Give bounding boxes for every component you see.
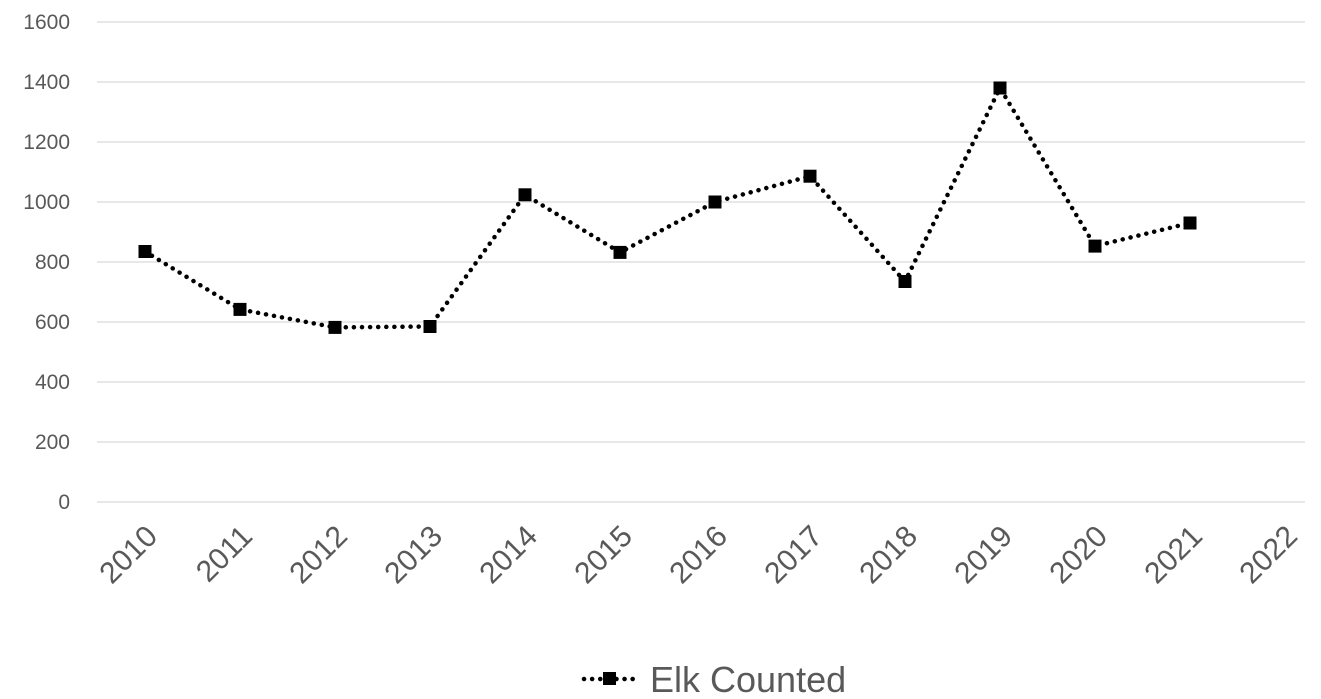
y-tick-label: 400 <box>35 371 70 394</box>
data-point-marker <box>898 275 912 288</box>
gridlines <box>97 21 1305 503</box>
x-tick-label: 2010 <box>93 520 164 591</box>
x-tick-label: 2015 <box>568 520 639 591</box>
x-tick-label: 2022 <box>1233 520 1304 591</box>
x-tick-label: 2016 <box>663 520 734 591</box>
y-tick-label: 1400 <box>23 71 70 94</box>
legend-marker-swatch <box>603 672 616 685</box>
data-point-marker <box>1088 239 1102 253</box>
y-tick-label: 200 <box>35 431 70 454</box>
data-point-marker <box>423 320 437 333</box>
x-tick-label: 2018 <box>853 520 924 591</box>
data-point-marker <box>138 245 152 258</box>
x-tick-label: 2020 <box>1043 520 1114 591</box>
x-axis: 2010 2011 2012 2013 2014 2015 2016 2017 2018 2019… <box>93 520 1304 591</box>
y-tick-label: 600 <box>35 311 70 334</box>
y-tick-label: 0 <box>58 491 70 514</box>
x-tick-label: 2012 <box>283 520 354 591</box>
data-point-marker <box>233 302 247 316</box>
data-point-marker <box>518 188 532 202</box>
legend-label: Elk Counted <box>650 659 846 699</box>
x-tick-label: 2019 <box>948 520 1019 591</box>
data-point-marker <box>613 245 627 259</box>
x-tick-label: 2013 <box>378 520 449 591</box>
x-tick-label: 2011 <box>190 520 259 589</box>
series-line <box>142 85 1193 330</box>
data-point-marker <box>803 169 817 183</box>
x-tick-label: 2014 <box>473 520 544 591</box>
y-tick-label: 1000 <box>23 191 70 214</box>
data-point-marker <box>328 320 342 334</box>
x-tick-label: 2017 <box>758 520 829 591</box>
legend: Elk Counted <box>581 659 846 699</box>
series-elk-counted <box>138 81 1197 334</box>
y-tick-label: 1600 <box>23 11 70 34</box>
x-tick-label: 2021 <box>1138 520 1209 591</box>
data-point-marker <box>1183 216 1197 230</box>
y-tick-label: 1200 <box>23 131 70 154</box>
data-point-marker <box>708 195 722 209</box>
y-axis: 0 200 400 600 800 1000 1200 1400 1600 <box>23 11 70 514</box>
data-point-marker <box>993 81 1007 95</box>
y-tick-label: 800 <box>35 251 70 274</box>
